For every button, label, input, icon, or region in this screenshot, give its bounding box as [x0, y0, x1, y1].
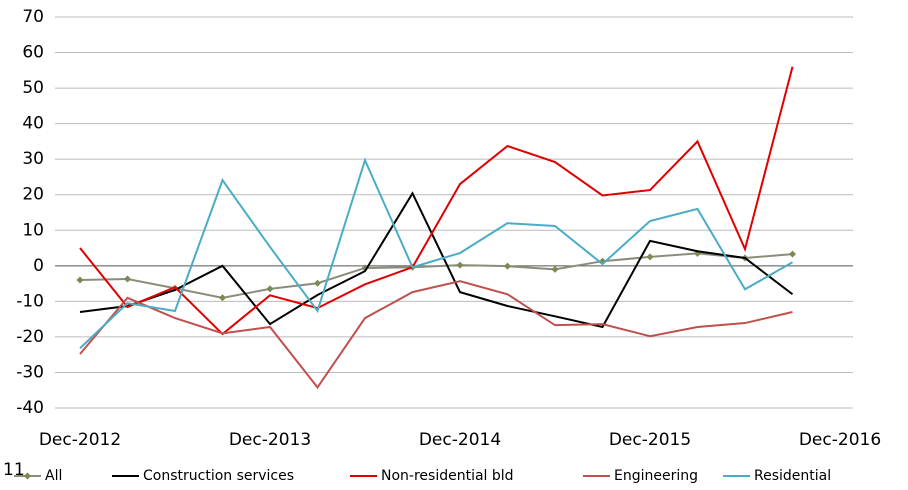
x-tick-label: Dec-2015 — [609, 430, 691, 450]
y-tick-label: -40 — [16, 398, 44, 418]
legend-label: Engineering — [614, 468, 698, 484]
point-marker — [219, 294, 226, 302]
x-tick-label: Dec-2012 — [39, 430, 121, 450]
point-marker — [314, 279, 321, 287]
y-tick-label: 30 — [22, 149, 44, 169]
y-tick-label: 40 — [22, 114, 44, 134]
point-marker — [504, 262, 511, 270]
point-marker — [646, 253, 654, 261]
y-tick-label: 50 — [22, 78, 44, 98]
point-marker — [551, 265, 559, 273]
y-tick-label: -30 — [16, 362, 44, 382]
legend-label: All — [45, 468, 62, 484]
point-marker — [789, 250, 796, 258]
point-marker — [266, 285, 274, 293]
legend-label: Construction services — [143, 468, 294, 484]
x-tick-label: Dec-2016 — [799, 430, 881, 450]
y-tick-label: 0 — [33, 256, 44, 276]
point-marker — [456, 261, 464, 269]
series-line — [79, 191, 794, 329]
point-marker — [124, 275, 131, 283]
x-tick-label: Dec-2013 — [229, 430, 311, 450]
y-tick-label: 20 — [22, 185, 44, 205]
y-tick-label: 10 — [22, 220, 44, 240]
series-line — [79, 157, 793, 350]
y-tick-label: -10 — [16, 291, 44, 311]
series-line — [79, 252, 793, 299]
y-tick-label: 70 — [22, 7, 44, 27]
y-tick-label: 60 — [22, 43, 44, 63]
x-tick-label: Dec-2014 — [419, 430, 501, 450]
series-line — [79, 66, 794, 336]
legend-label: Residential — [754, 468, 831, 484]
legend-label: Non-residential bld — [381, 468, 514, 484]
point-marker — [76, 276, 84, 284]
series-line — [79, 280, 793, 390]
legend-marker — [24, 472, 31, 480]
y-tick-label: -20 — [16, 327, 44, 347]
